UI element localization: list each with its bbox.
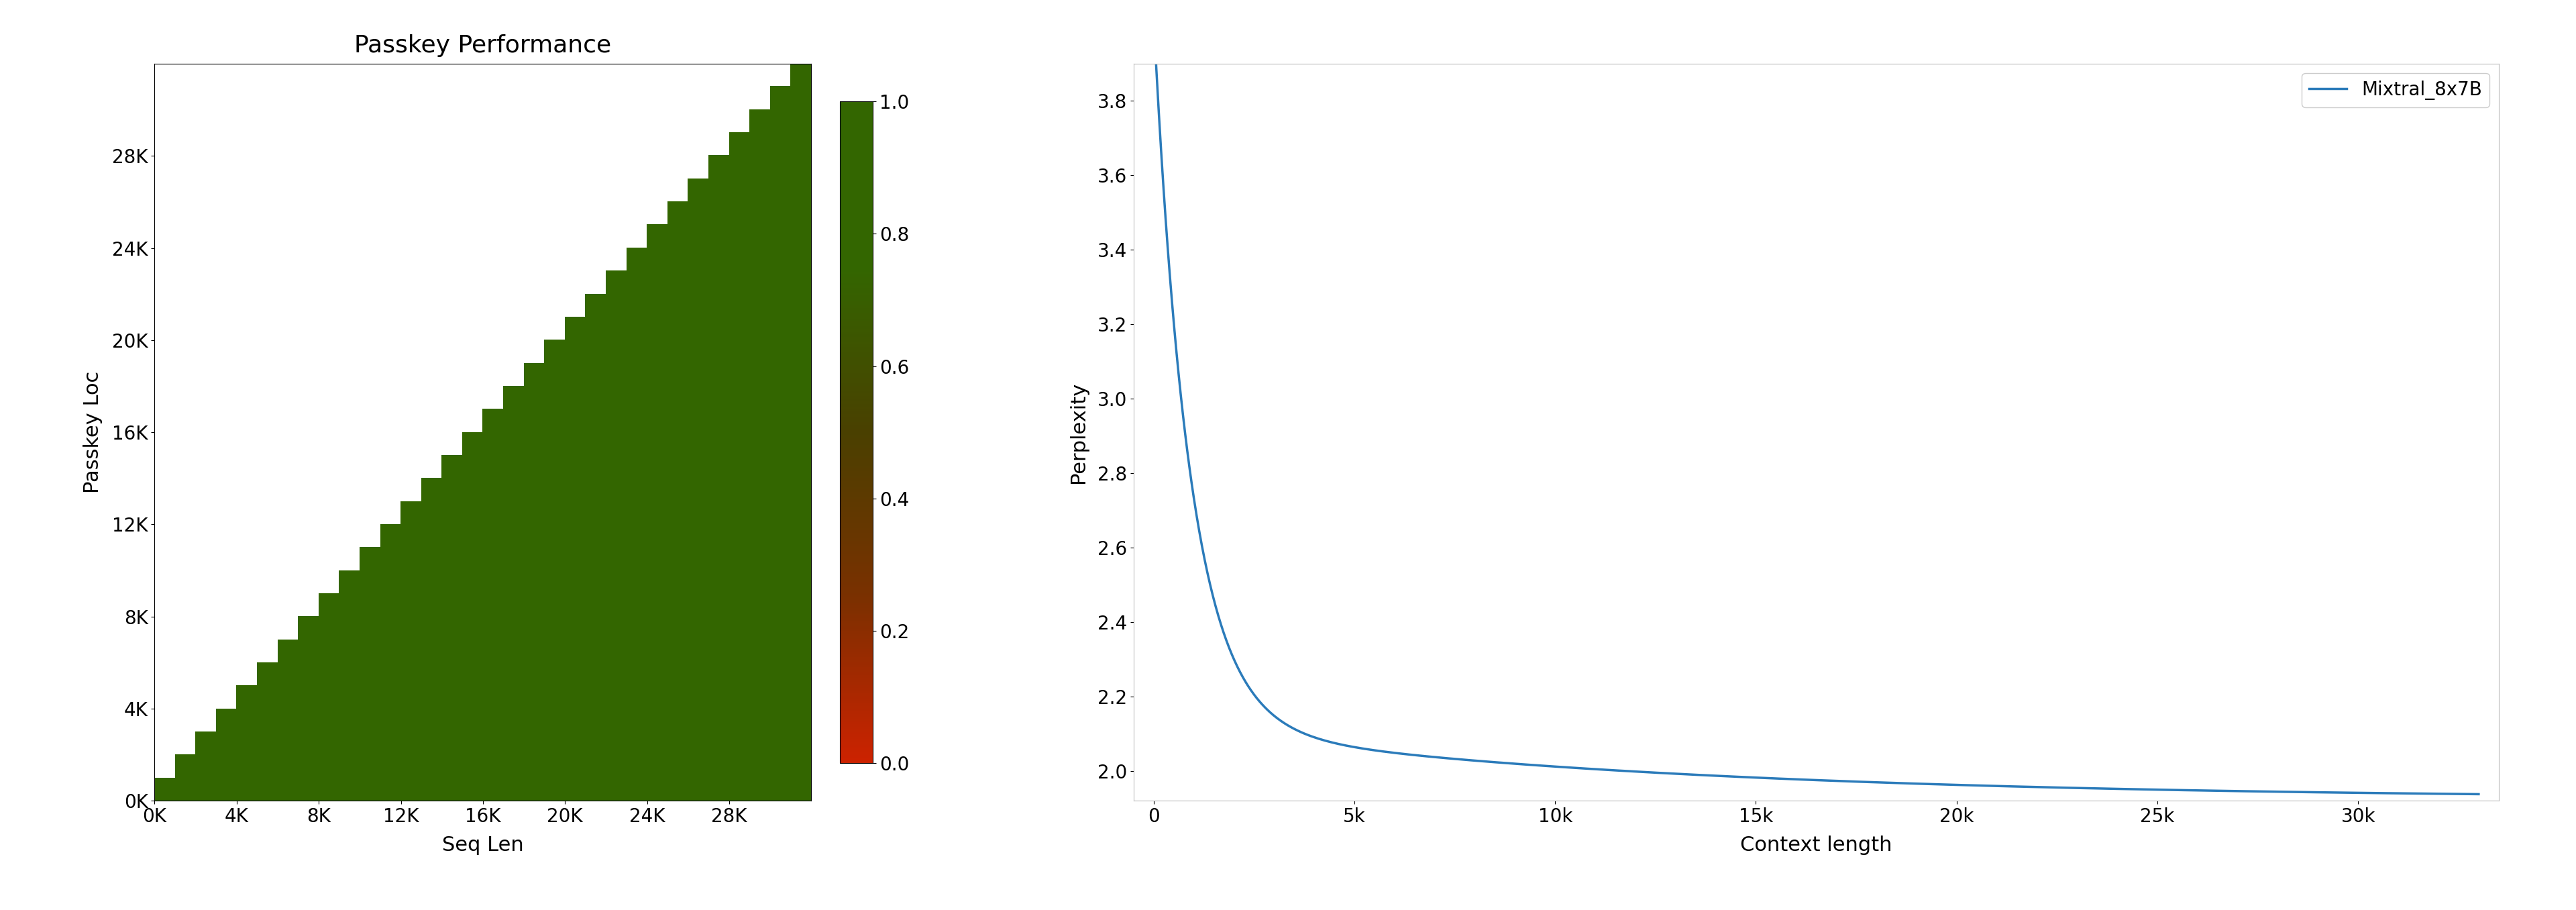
X-axis label: Context length: Context length	[1741, 835, 1893, 854]
Line: Mixtral_8x7B: Mixtral_8x7B	[1154, 25, 2478, 794]
Mixtral_8x7B	[2463, 789, 2494, 800]
X-axis label: Seq Len: Seq Len	[443, 835, 523, 854]
Mixtral_8x7B	[2200, 785, 2231, 796]
Y-axis label: Perplexity: Perplexity	[1069, 381, 1087, 483]
Mixtral_8x7B	[1149, 196, 1180, 207]
Y-axis label: Passkey Loc: Passkey Loc	[82, 371, 103, 493]
Legend: Mixtral_8x7B: Mixtral_8x7B	[2300, 73, 2488, 107]
Mixtral_8x7B	[1257, 708, 1288, 719]
Title: Passkey Performance: Passkey Performance	[355, 35, 611, 57]
Mixtral_8x7B	[1139, 20, 1170, 31]
Mixtral_8x7B	[1188, 548, 1218, 559]
Mixtral_8x7B	[1239, 689, 1270, 700]
Mixtral_8x7B	[1175, 473, 1206, 484]
